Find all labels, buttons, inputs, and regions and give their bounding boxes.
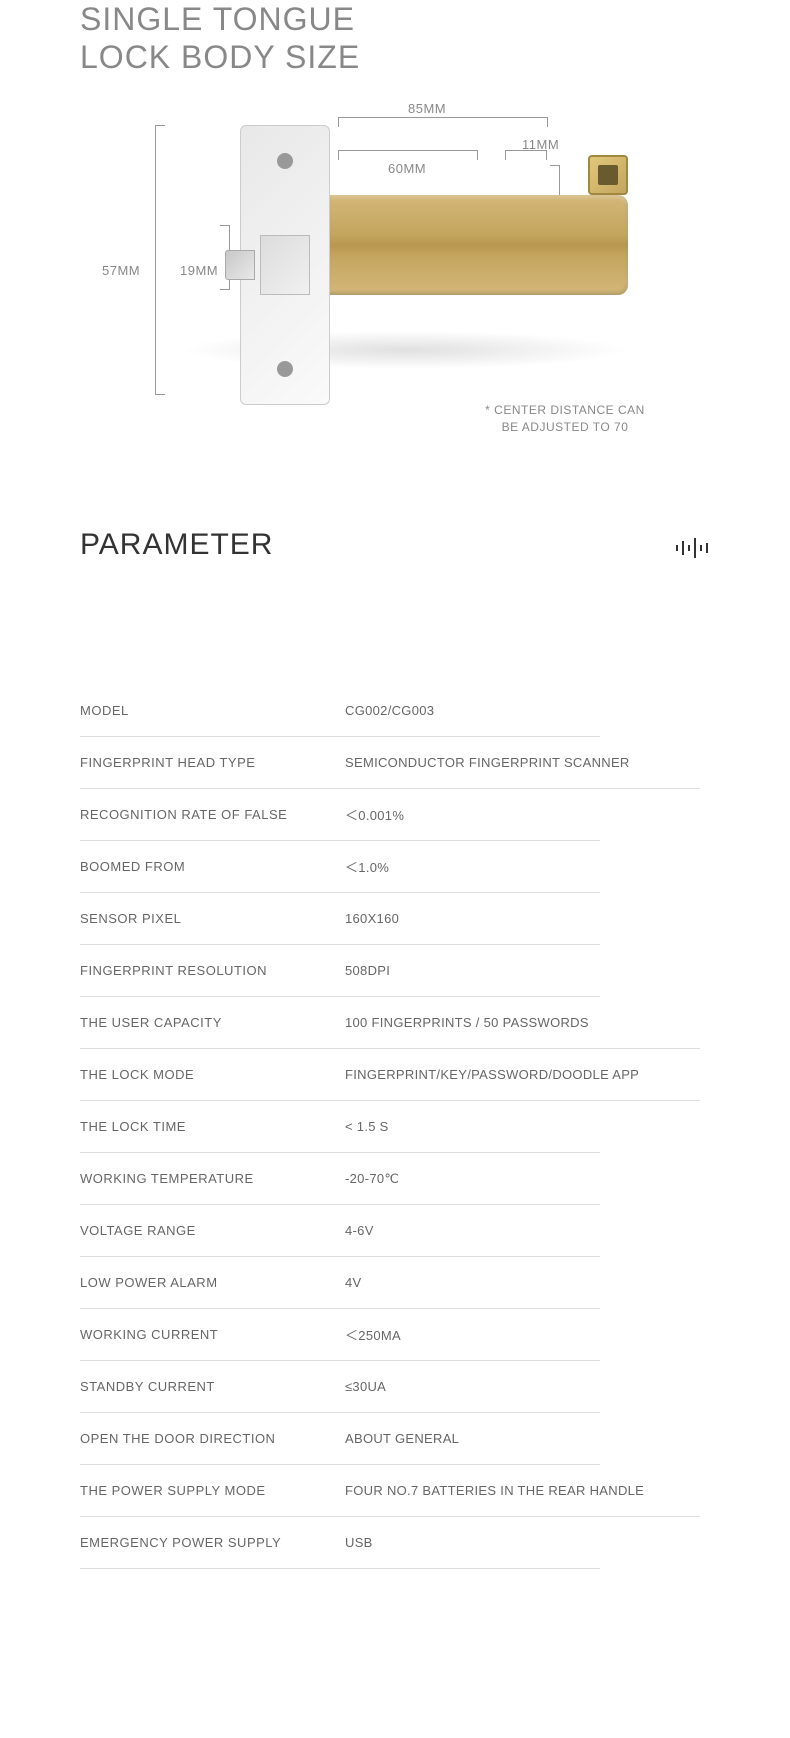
param-label: MODEL <box>80 703 345 718</box>
param-row: VOLTAGE RANGE4-6V <box>80 1205 600 1257</box>
param-value: ≤30UA <box>345 1379 600 1394</box>
dim-19: 19MM <box>180 263 218 278</box>
param-row: SENSOR PIXEL160X160 <box>80 893 600 945</box>
param-row: EMERGENCY POWER SUPPLYUSB <box>80 1517 600 1569</box>
param-label: WORKING TEMPERATURE <box>80 1171 345 1186</box>
param-value: FINGERPRINT/KEY/PASSWORD/DOODLE APP <box>345 1067 700 1082</box>
param-value: 160X160 <box>345 911 600 926</box>
dim-57: 57MM <box>102 263 140 278</box>
plate-hole-bottom <box>277 361 293 377</box>
param-label: THE LOCK MODE <box>80 1067 345 1082</box>
bracket-57 <box>155 125 165 395</box>
parameter-table: MODELCG002/CG003FINGERPRINT HEAD TYPESEM… <box>80 685 700 1569</box>
plate-hole-top <box>277 153 293 169</box>
dim-85: 85MM <box>408 101 446 116</box>
param-row: FINGERPRINT HEAD TYPESEMICONDUCTOR FINGE… <box>80 737 700 789</box>
param-value: SEMICONDUCTOR FINGERPRINT SCANNER <box>345 755 700 770</box>
param-value: USB <box>345 1535 600 1550</box>
param-row: RECOGNITION RATE OF FALSE＜0.001% <box>80 789 600 841</box>
param-row: WORKING TEMPERATURE-20-70℃ <box>80 1153 600 1205</box>
param-row: THE USER CAPACITY100 FINGERPRINTS / 50 P… <box>80 997 700 1049</box>
param-label: WORKING CURRENT <box>80 1327 345 1342</box>
diagram-footnote: * CENTER DISTANCE CAN BE ADJUSTED TO 70 <box>475 402 655 436</box>
param-row: LOW POWER ALARM4V <box>80 1257 600 1309</box>
param-row: THE LOCK MODEFINGERPRINT/KEY/PASSWORD/DO… <box>80 1049 700 1101</box>
param-label: THE USER CAPACITY <box>80 1015 345 1030</box>
param-label: STANDBY CURRENT <box>80 1379 345 1394</box>
param-value: 4V <box>345 1275 600 1290</box>
param-label: THE LOCK TIME <box>80 1119 345 1134</box>
param-value: -20-70℃ <box>345 1171 600 1187</box>
lock-cylinder <box>328 195 628 295</box>
latch-bolt <box>225 250 255 280</box>
param-row: STANDBY CURRENT≤30UA <box>80 1361 600 1413</box>
latch-housing <box>260 235 310 295</box>
param-value: CG002/CG003 <box>345 703 600 718</box>
param-row: OPEN THE DOOR DIRECTIONABOUT GENERAL <box>80 1413 600 1465</box>
param-label: EMERGENCY POWER SUPPLY <box>80 1535 345 1550</box>
param-label: RECOGNITION RATE OF FALSE <box>80 807 345 822</box>
title-line2: LOCK BODY SIZE <box>80 39 360 75</box>
param-row: WORKING CURRENT＜250MA <box>80 1309 600 1361</box>
sound-bars-icon <box>676 538 710 558</box>
lock-drive <box>598 165 618 185</box>
param-label: LOW POWER ALARM <box>80 1275 345 1290</box>
footnote-line1: * CENTER DISTANCE CAN <box>485 403 645 417</box>
param-value: 4-6V <box>345 1223 600 1238</box>
param-value: 100 FINGERPRINTS / 50 PASSWORDS <box>345 1015 700 1030</box>
param-label: OPEN THE DOOR DIRECTION <box>80 1431 345 1446</box>
lock-diagram: 57MM 19MM 41MM 11MM 85MM 60MM 11MM 23MM … <box>80 95 700 465</box>
param-value: < 1.5 S <box>345 1119 600 1134</box>
param-row: MODELCG002/CG003 <box>80 685 600 737</box>
param-value: 508DPI <box>345 963 600 978</box>
lock-illustration <box>240 125 640 405</box>
footnote-line2: BE ADJUSTED TO 70 <box>502 420 629 434</box>
title-line1: SINGLE TONGUE <box>80 1 355 37</box>
param-label: THE POWER SUPPLY MODE <box>80 1483 345 1498</box>
section-title-size: SINGLE TONGUE LOCK BODY SIZE <box>80 0 360 77</box>
param-label: VOLTAGE RANGE <box>80 1223 345 1238</box>
param-value: FOUR NO.7 BATTERIES IN THE REAR HANDLE <box>345 1483 700 1498</box>
section-title-parameter: PARAMETER <box>80 528 273 562</box>
param-label: BOOMED FROM <box>80 859 345 874</box>
param-value: ＜250MA <box>345 1325 600 1344</box>
param-label: FINGERPRINT RESOLUTION <box>80 963 345 978</box>
param-row: THE POWER SUPPLY MODEFOUR NO.7 BATTERIES… <box>80 1465 700 1517</box>
param-value: ＜1.0% <box>345 857 600 876</box>
param-value: ＜0.001% <box>345 805 600 824</box>
param-label: SENSOR PIXEL <box>80 911 345 926</box>
param-row: FINGERPRINT RESOLUTION508DPI <box>80 945 600 997</box>
param-value: ABOUT GENERAL <box>345 1431 600 1446</box>
param-row: THE LOCK TIME< 1.5 S <box>80 1101 600 1153</box>
param-row: BOOMED FROM＜1.0% <box>80 841 600 893</box>
param-label: FINGERPRINT HEAD TYPE <box>80 755 345 770</box>
